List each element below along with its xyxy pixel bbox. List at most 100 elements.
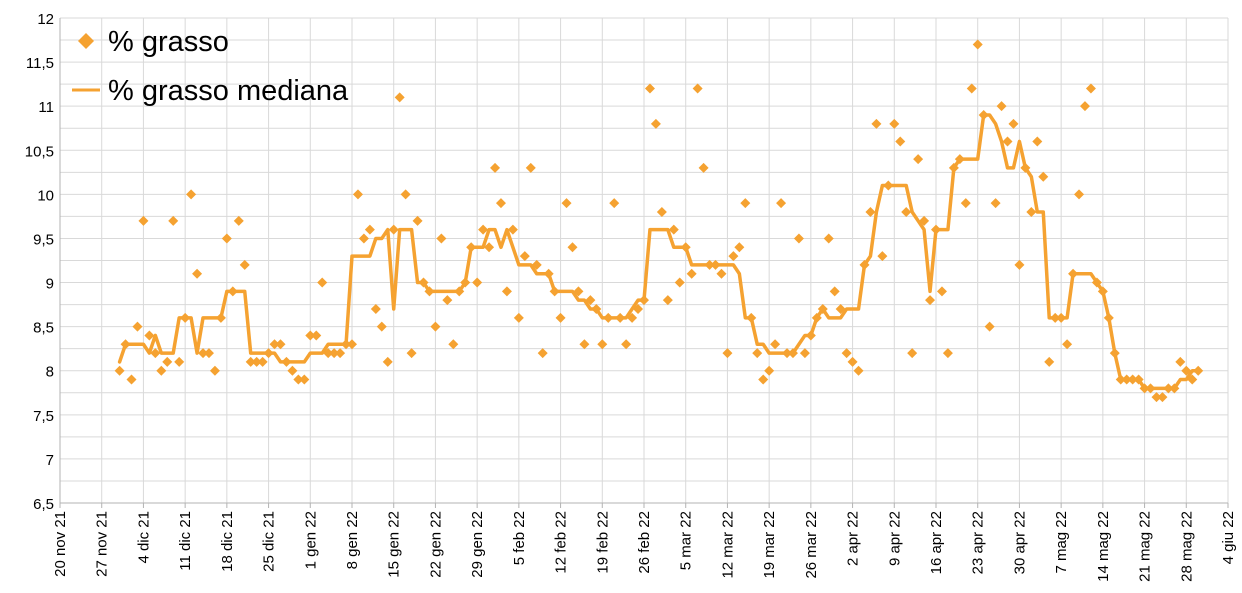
y-tick-label: 7,5 [33, 408, 54, 425]
data-point-diamond [424, 286, 435, 297]
x-tick-label: 5 mar 22 [678, 511, 695, 570]
data-point-diamond [1008, 118, 1019, 129]
median-line-layer [117, 113, 1200, 391]
axes [59, 18, 1229, 508]
data-point-diamond [352, 189, 363, 200]
data-point-diamond [227, 286, 238, 297]
data-point-diamond [233, 215, 244, 226]
data-point-diamond [978, 110, 989, 120]
data-point-diamond [716, 268, 727, 279]
y-tick-label: 9 [46, 276, 54, 293]
data-point-diamond [126, 374, 137, 385]
median-line [117, 113, 1200, 391]
data-point-diamond [1181, 365, 1192, 376]
data-point-diamond [674, 277, 685, 288]
data-point-diamond [1157, 392, 1168, 403]
data-point-diamond [597, 339, 608, 350]
data-point-diamond [698, 162, 709, 173]
data-point-diamond [996, 101, 1007, 112]
data-point-diamond [793, 233, 804, 244]
x-tick-label: 16 apr 22 [928, 511, 945, 574]
data-point-diamond [525, 162, 536, 173]
data-point-diamond [662, 295, 673, 306]
data-point-diamond [263, 348, 274, 359]
y-tick-label: 7 [46, 452, 54, 469]
data-point-diamond [472, 277, 483, 288]
data-point-diamond [382, 356, 393, 367]
data-point-diamond [1187, 374, 1198, 385]
data-point-diamond [1163, 383, 1174, 394]
data-point-diamond [144, 330, 155, 341]
y-tick-label: 10,5 [25, 143, 54, 160]
x-tick-label: 28 mag 22 [1178, 511, 1195, 582]
data-point-diamond [644, 83, 655, 94]
y-tick-label: 12 [37, 11, 54, 28]
x-tick-label: 8 gen 22 [344, 511, 361, 569]
data-point-diamond [692, 83, 703, 94]
x-tick-label: 26 mar 22 [803, 511, 820, 579]
data-point-diamond [394, 92, 405, 103]
data-point-diamond [877, 251, 888, 262]
data-point-diamond [138, 215, 149, 226]
data-point-diamond [1002, 136, 1013, 147]
data-point-diamond [895, 136, 906, 147]
data-point-diamond [680, 242, 691, 253]
data-point-diamond [948, 162, 959, 173]
data-point-diamond [728, 251, 739, 262]
data-point-diamond [1085, 83, 1096, 94]
data-point-diamond [913, 154, 924, 165]
data-point-diamond [919, 215, 930, 226]
data-point-diamond [1127, 374, 1138, 385]
x-tick-label: 27 nov 21 [94, 511, 111, 577]
data-point-diamond [1139, 383, 1150, 394]
data-point-diamond [1175, 356, 1186, 367]
data-point-diamond [215, 312, 226, 323]
data-point-diamond [466, 242, 477, 253]
y-tick-label: 11 [38, 99, 54, 116]
legend-item-line: % grasso mediana [72, 75, 349, 107]
y-tick-label: 10 [37, 187, 54, 204]
data-point-diamond [174, 356, 185, 367]
data-point-diamond [430, 321, 441, 332]
data-point-diamond [198, 348, 209, 359]
data-point-diamond [776, 198, 787, 209]
data-point-diamond [543, 268, 554, 279]
data-point-diamond [484, 242, 495, 253]
data-point-diamond [1145, 383, 1156, 394]
data-point-diamond [1079, 101, 1090, 112]
y-axis-tick-labels: 6,5 7 7,5 8 8,5 9 9,5 10 10,5 11 11,5 12 [25, 11, 54, 513]
data-point-diamond [1026, 207, 1037, 217]
data-point-diamond [1074, 189, 1085, 200]
data-point-diamond [406, 348, 417, 359]
data-point-diamond [871, 118, 882, 129]
data-point-diamond [448, 339, 459, 350]
y-tick-label: 6,5 [33, 496, 54, 513]
data-point-diamond [192, 268, 203, 279]
data-point-diamond [1038, 171, 1049, 182]
data-point-diamond [317, 277, 328, 288]
data-point-diamond [1044, 356, 1055, 367]
data-point-diamond [347, 339, 357, 350]
data-point-diamond [335, 348, 346, 359]
data-point-diamond [883, 180, 894, 191]
data-point-diamond [585, 295, 596, 306]
data-point-diamond [1133, 374, 1144, 385]
data-point-diamond [501, 286, 512, 297]
data-point-diamond [764, 365, 775, 376]
data-point-diamond [1091, 277, 1102, 288]
data-point-diamond [1032, 136, 1043, 147]
data-point-diamond [245, 356, 256, 367]
data-point-diamond [799, 348, 810, 359]
data-point-diamond [269, 339, 280, 350]
data-point-diamond [251, 356, 262, 367]
data-point-diamond [668, 224, 679, 235]
data-point-diamond [656, 207, 667, 217]
data-point-diamond [990, 198, 1001, 209]
data-point-diamond [442, 295, 453, 306]
y-tick-label: 9,5 [33, 231, 54, 248]
data-point-diamond [704, 259, 715, 270]
data-point-diamond [239, 259, 250, 270]
data-point-diamond [650, 118, 661, 129]
data-point-diamond [972, 39, 983, 50]
